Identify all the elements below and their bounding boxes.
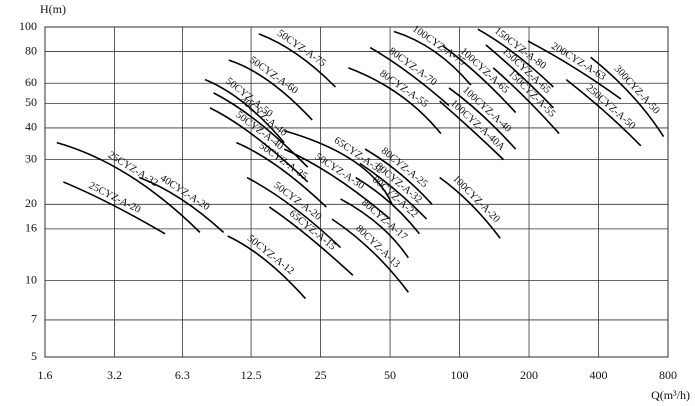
x-tick-label: 800 bbox=[659, 368, 677, 382]
curve bbox=[439, 100, 505, 161]
y-tick-label: 80 bbox=[25, 43, 37, 57]
curve bbox=[355, 176, 421, 235]
curve bbox=[439, 176, 501, 239]
curve bbox=[227, 235, 307, 300]
curve bbox=[139, 176, 225, 233]
x-tick-label: 25 bbox=[315, 368, 327, 382]
y-tick-label: 10 bbox=[25, 272, 37, 286]
curve bbox=[442, 45, 517, 114]
curve bbox=[56, 141, 201, 233]
y-tick-label: 16 bbox=[25, 221, 37, 235]
curve bbox=[485, 44, 554, 109]
y-tick-label: 60 bbox=[25, 75, 37, 89]
curve bbox=[448, 87, 517, 150]
y-tick-label: 40 bbox=[25, 120, 37, 134]
curve bbox=[348, 67, 442, 135]
curve bbox=[331, 218, 409, 293]
curve bbox=[213, 92, 309, 168]
curve bbox=[364, 148, 433, 205]
x-tick-label: 6.3 bbox=[175, 368, 190, 382]
curve bbox=[258, 33, 337, 88]
x-tick-label: 3.2 bbox=[107, 368, 122, 382]
curve bbox=[590, 56, 665, 137]
curve bbox=[209, 107, 309, 183]
x-tick-label: 200 bbox=[520, 368, 538, 382]
curve bbox=[477, 28, 554, 88]
curve bbox=[246, 176, 342, 249]
curve bbox=[228, 59, 313, 121]
x-tick-label: 1.6 bbox=[38, 368, 53, 382]
x-tick-label: 100 bbox=[451, 368, 469, 382]
curve bbox=[340, 198, 409, 259]
y-tick-label: 7 bbox=[31, 312, 37, 326]
curve bbox=[565, 79, 642, 147]
x-tick-label: 400 bbox=[590, 368, 608, 382]
curve bbox=[492, 67, 560, 135]
x-tick-label: 50 bbox=[384, 368, 396, 382]
y-tick-label: 20 bbox=[25, 196, 37, 210]
y-tick-label: 50 bbox=[25, 95, 37, 109]
curve bbox=[359, 162, 428, 220]
curve bbox=[236, 141, 327, 208]
y-tick-label: 5 bbox=[31, 349, 37, 363]
curve bbox=[62, 181, 166, 235]
curve bbox=[268, 206, 354, 276]
curve bbox=[283, 148, 391, 220]
y-tick-label: 30 bbox=[25, 151, 37, 165]
curve bbox=[527, 40, 622, 100]
curve bbox=[393, 30, 472, 86]
curve bbox=[369, 46, 450, 107]
x-tick-label: 12.5 bbox=[241, 368, 262, 382]
x-axis-label: Q(m³/h) bbox=[651, 388, 690, 402]
curve bbox=[204, 78, 285, 144]
curve bbox=[284, 129, 393, 205]
y-axis-label: H(m) bbox=[40, 2, 66, 16]
y-tick-label: 100 bbox=[19, 19, 37, 33]
